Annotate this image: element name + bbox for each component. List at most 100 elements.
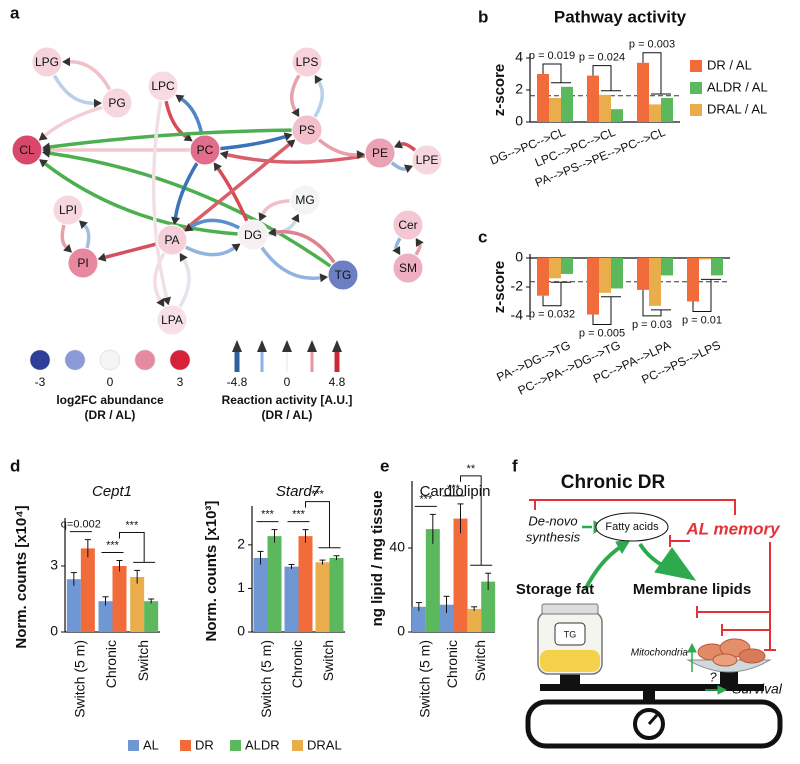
legend-title: log2FC abundance [56,393,164,407]
y-tick-label: 2 [515,81,523,97]
lipid-node [392,252,424,284]
significance-label: q=0.002 [61,519,101,531]
activity-arrowhead [232,340,242,352]
y-tick-label: 0 [515,113,523,129]
jar-text: TG [564,629,577,639]
node-label: Cer [398,218,417,232]
activity-arrowhead [332,340,342,352]
node-label: PE [372,146,388,160]
lipid-node [291,114,323,146]
legend-subtitle: (DR / AL) [85,408,136,422]
significance-bracket [592,296,612,326]
edge-arrowhead [286,139,296,149]
panel-label: c [478,227,487,246]
edge-arrowhead [219,150,229,160]
p-value: p = 0.01 [682,314,722,326]
node-label: PG [108,96,125,110]
mitochondrion [712,653,738,667]
activity-arrowhead [307,340,317,352]
legend-swatch [180,740,191,751]
schematic: TG [516,472,783,749]
al-memory: AL memory [685,519,781,538]
bar [481,581,496,632]
reaction-edge [180,97,204,136]
reaction-edge [317,138,358,157]
bar [267,536,282,632]
bar [561,86,573,122]
edge-arrowhead [291,107,300,118]
reaction-edge [394,236,402,250]
y-axis-label: Norm. counts [x10³] [203,501,220,642]
reaction-edge [182,143,291,232]
legend-tick-label: 4.8 [329,375,346,389]
y-tick-label: 40 [389,539,405,555]
legend-label: ALDR [245,737,280,752]
edge-arrowhead [404,164,414,173]
p-value: p = 0.024 [579,52,625,64]
jar-fat [540,650,600,672]
y-tick-label: 4 [515,49,523,65]
arrow [583,544,624,591]
dish-stand [720,672,738,685]
bar [537,258,549,296]
y-tick-label: -4 [511,307,524,323]
y-tick-label: 2 [237,536,245,552]
y-tick-label: 0 [397,623,405,639]
bar [284,566,299,632]
arrowhead [654,547,697,581]
significance-bracket [305,501,330,548]
reaction-edge [173,161,199,218]
arrowhead [687,642,697,653]
de-novo: De-novo [528,513,577,528]
legend-title: Reaction activity [A.U.] [222,393,353,407]
bar [637,258,649,290]
edge-arrowhead [356,150,366,160]
lipid-node [189,134,221,166]
abundance-swatch [169,349,191,371]
legend-swatch [230,740,241,751]
legend-swatch [690,104,702,116]
bar [561,258,573,274]
reaction-edge [151,100,169,299]
reaction-edge [390,161,407,171]
lipid-node [11,134,43,166]
node-label: TG [335,268,352,282]
lipid-node [392,209,424,241]
reaction-edge [49,151,332,268]
bar [661,98,673,122]
legend-label: DRAL [307,737,342,752]
scale-post [643,690,655,704]
abundance-swatch [99,349,121,371]
reaction-edge [104,242,158,259]
de-novo: synthesis [526,529,581,544]
lipid-node [289,184,321,216]
jar-stand [560,672,580,685]
significance-bracket [642,52,662,94]
lipid-node [101,87,133,119]
panel-label: d [10,456,20,475]
bar [298,536,313,632]
reaction-edge [227,153,366,164]
chart-title: Stard7 [276,483,321,500]
inhibit-de-novo [534,499,736,515]
reaction-edge [49,128,293,149]
node-label: LPC [151,79,175,93]
reaction-edge [69,60,112,91]
edge-arrowhead [162,296,172,306]
edge-arrowhead [38,132,48,141]
lipid-node [411,144,443,176]
panel-label: b [478,7,488,26]
reaction-edge [219,134,286,151]
edge-arrowhead [61,57,71,67]
legend-label: DR [195,737,214,752]
reaction-edge [414,243,422,257]
mitochondria: Mitochondria [631,648,689,659]
legend-label: DRAL / AL [707,101,767,116]
x-tick-label: Chronic [103,640,119,688]
p-value: p = 0.019 [529,50,575,62]
lipid-node [237,219,269,251]
activity-arrowhead [282,340,292,352]
x-tick-label: Switch (5 m) [258,640,274,718]
legend-tick-label: -4.8 [227,375,248,389]
x-tick-label: Chronic [289,640,305,688]
